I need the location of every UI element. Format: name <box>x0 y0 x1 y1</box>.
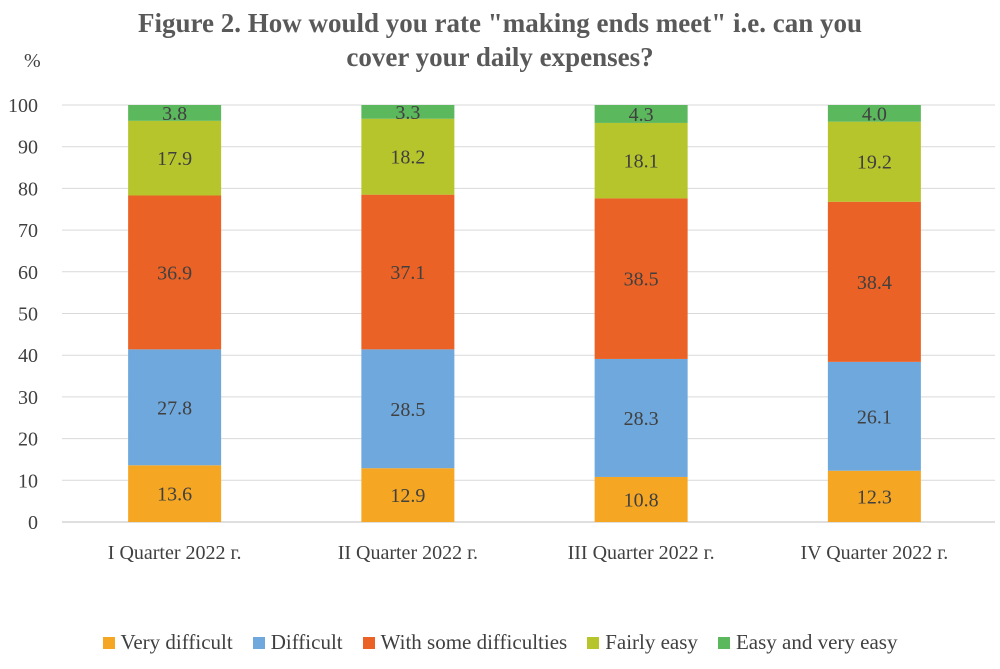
data-label: 3.3 <box>395 102 420 124</box>
y-tick-label: 10 <box>18 470 38 492</box>
bar-segment-5-2 <box>361 105 455 119</box>
bar-segment-2-4 <box>827 361 921 471</box>
chart-title: Figure 2. How would you rate "making end… <box>80 6 920 74</box>
y-tick-label: 50 <box>18 304 38 326</box>
legend-item: Very difficult <box>102 630 233 655</box>
data-label: 36.9 <box>157 262 192 284</box>
legend-label: With some difficulties <box>380 630 568 654</box>
legend-item: Fairly easy <box>587 630 698 655</box>
data-label: 12.3 <box>857 486 892 508</box>
y-tick-label: 100 <box>8 95 38 117</box>
legend-swatch <box>587 636 600 649</box>
data-label: 10.8 <box>624 489 659 511</box>
bar-segment-3-1 <box>128 195 222 350</box>
legend-swatch <box>717 636 730 649</box>
bar-segment-2-1 <box>128 349 222 466</box>
data-label: 17.9 <box>157 148 192 170</box>
data-label: 3.8 <box>162 103 187 125</box>
legend-label: Fairly easy <box>605 630 698 654</box>
bar-segment-1-3 <box>594 476 688 522</box>
bar-segment-3-3 <box>594 198 688 359</box>
legend-swatch <box>102 636 115 649</box>
legend-label: Easy and very easy <box>735 630 898 654</box>
data-label: 37.1 <box>390 262 425 284</box>
bar-segment-4-2 <box>361 118 455 195</box>
legend-label: Difficult <box>270 630 343 654</box>
x-tick-label: II Quarter 2022 г. <box>338 542 478 564</box>
data-label: 13.6 <box>157 484 192 506</box>
y-tick-label: 0 <box>28 512 38 534</box>
chart-title-line-1: Figure 2. How would you rate "making end… <box>138 8 862 38</box>
y-tick-label: 60 <box>18 262 38 284</box>
data-label: 27.8 <box>157 397 192 419</box>
chart-title-line-2: cover your daily expenses? <box>346 42 654 72</box>
y-tick-label: 90 <box>18 137 38 159</box>
y-tick-label: 40 <box>18 345 38 367</box>
y-tick-label: 80 <box>18 178 38 200</box>
bar-segment-1-1 <box>128 465 222 522</box>
x-tick-label: IV Quarter 2022 г. <box>800 542 948 564</box>
bar-segment-4-4 <box>827 121 921 202</box>
legend-swatch <box>252 636 265 649</box>
legend-label: Very difficult <box>120 630 233 654</box>
data-label: 19.2 <box>857 152 892 174</box>
bar-segment-5-3 <box>594 105 688 123</box>
bar-segment-4-1 <box>128 120 222 196</box>
bar-segment-5-4 <box>827 105 921 122</box>
bar-segment-2-2 <box>361 349 455 469</box>
bar-segment-3-4 <box>827 201 921 362</box>
data-label: 28.3 <box>624 408 659 430</box>
legend-item: With some difficulties <box>362 630 568 655</box>
bar-segment-5-1 <box>128 105 222 121</box>
data-label: 38.4 <box>857 272 892 294</box>
data-label: 26.1 <box>857 406 892 428</box>
data-label: 28.5 <box>390 399 425 421</box>
bar-segment-2-3 <box>594 358 688 477</box>
data-label: 18.2 <box>390 147 425 169</box>
bar-segment-1-2 <box>361 468 455 522</box>
bar-segment-4-3 <box>594 122 688 199</box>
legend-item: Difficult <box>252 630 343 655</box>
data-label: 4.3 <box>629 104 654 126</box>
y-tick-label: 70 <box>18 220 38 242</box>
data-label: 4.0 <box>862 103 887 125</box>
y-tick-label: 20 <box>18 429 38 451</box>
y-axis-unit-label: % <box>24 50 41 72</box>
legend-item: Easy and very easy <box>717 630 898 655</box>
bar-segment-1-4 <box>827 470 921 522</box>
x-tick-label: III Quarter 2022 г. <box>568 542 715 564</box>
data-label: 12.9 <box>390 485 425 507</box>
legend: Very difficult Difficult With some difficu… <box>0 630 1000 655</box>
y-tick-label: 30 <box>18 387 38 409</box>
data-label: 38.5 <box>624 269 659 291</box>
x-tick-label: I Quarter 2022 г. <box>108 542 242 564</box>
data-label: 18.1 <box>624 151 659 173</box>
legend-swatch <box>362 636 375 649</box>
bar-segment-3-2 <box>361 194 455 350</box>
